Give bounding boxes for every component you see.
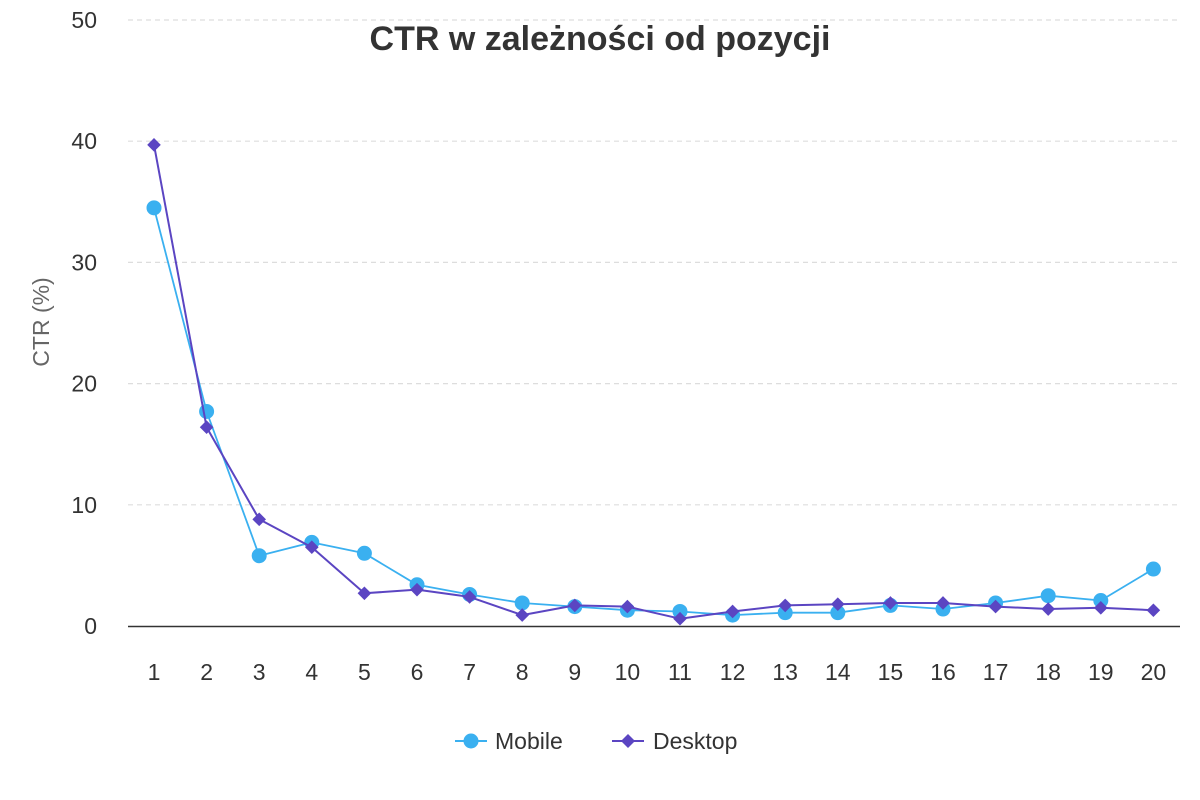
data-point-desktop[interactable] (252, 512, 266, 527)
data-point-desktop[interactable] (515, 608, 529, 622)
y-tick-label: 50 (71, 7, 97, 33)
x-tick-label: 8 (516, 659, 529, 685)
series-mobile (146, 200, 1161, 623)
data-point-desktop[interactable] (199, 420, 214, 435)
data-point-desktop[interactable] (778, 598, 792, 613)
data-point-desktop[interactable] (988, 599, 1003, 614)
x-tick-label: 16 (930, 659, 956, 685)
x-tick-label: 12 (720, 659, 746, 685)
data-point-desktop[interactable] (1094, 601, 1108, 615)
x-tick-label: 3 (253, 659, 266, 685)
data-point-mobile[interactable] (1040, 588, 1056, 604)
x-tick-label: 5 (358, 659, 371, 685)
legend-item-desktop[interactable]: Desktop (612, 728, 737, 754)
data-point-mobile[interactable] (672, 603, 688, 619)
y-axis-ticks: 0 10 20 30 40 50 (71, 7, 97, 639)
data-point-desktop[interactable] (883, 596, 898, 610)
x-tick-label: 10 (615, 659, 641, 685)
y-tick-label: 40 (71, 128, 97, 154)
x-tick-label: 4 (305, 659, 318, 685)
series-line-mobile (153, 207, 1154, 616)
data-point-desktop[interactable] (357, 586, 372, 601)
x-tick-label: 1 (148, 659, 161, 685)
data-point-desktop[interactable] (410, 582, 424, 597)
series-desktop (147, 138, 1161, 626)
y-tick-label: 10 (71, 492, 97, 518)
data-point-desktop[interactable] (305, 540, 319, 555)
legend-label: Mobile (495, 728, 563, 754)
legend-marker-circle-icon (463, 733, 479, 749)
data-point-desktop[interactable] (673, 611, 687, 626)
data-point-desktop[interactable] (725, 604, 740, 619)
data-point-desktop[interactable] (462, 590, 477, 604)
legend[interactable]: Mobile Desktop (455, 728, 737, 754)
x-tick-label: 6 (411, 659, 424, 685)
x-tick-label: 9 (568, 659, 581, 685)
x-tick-label: 2 (200, 659, 213, 685)
data-point-mobile[interactable] (1145, 561, 1161, 577)
data-point-mobile[interactable] (830, 605, 846, 621)
y-tick-label: 0 (84, 613, 97, 639)
y-tick-label: 20 (71, 371, 97, 397)
x-axis-ticks: 1 2 3 4 5 6 7 8 9 10 11 12 13 14 15 16 17 18 19 20 (148, 659, 1167, 685)
series-layer (146, 138, 1161, 626)
data-point-desktop[interactable] (936, 596, 950, 610)
data-point-mobile[interactable] (514, 595, 530, 611)
series-line-desktop (153, 144, 1154, 620)
x-tick-label: 15 (878, 659, 904, 685)
data-point-desktop[interactable] (147, 138, 161, 152)
x-tick-label: 20 (1141, 659, 1167, 685)
legend-label: Desktop (653, 728, 737, 754)
data-point-desktop[interactable] (1146, 603, 1161, 618)
legend-item-mobile[interactable]: Mobile (455, 728, 563, 754)
data-point-desktop[interactable] (1041, 602, 1055, 616)
x-tick-label: 14 (825, 659, 851, 685)
chart-title: CTR w zależności od pozycji (370, 20, 831, 58)
x-tick-label: 11 (668, 659, 692, 685)
x-tick-label: 13 (772, 659, 798, 685)
data-point-mobile[interactable] (251, 548, 267, 564)
data-point-mobile[interactable] (1093, 593, 1109, 609)
data-point-mobile[interactable] (199, 403, 215, 419)
x-tick-label: 18 (1035, 659, 1061, 685)
grid-lines (128, 19, 1180, 506)
data-point-mobile[interactable] (777, 605, 793, 621)
x-tick-label: 17 (983, 659, 1009, 685)
data-point-mobile[interactable] (356, 545, 372, 561)
data-point-desktop[interactable] (568, 598, 582, 613)
data-point-desktop[interactable] (620, 599, 635, 614)
data-point-mobile[interactable] (146, 200, 162, 216)
data-point-desktop[interactable] (831, 597, 845, 611)
y-axis-label: CTR (%) (28, 277, 54, 366)
x-tick-label: 19 (1088, 659, 1114, 685)
x-tick-label: 7 (463, 659, 476, 685)
legend-marker-diamond-icon (621, 734, 635, 748)
y-tick-label: 30 (71, 249, 97, 275)
